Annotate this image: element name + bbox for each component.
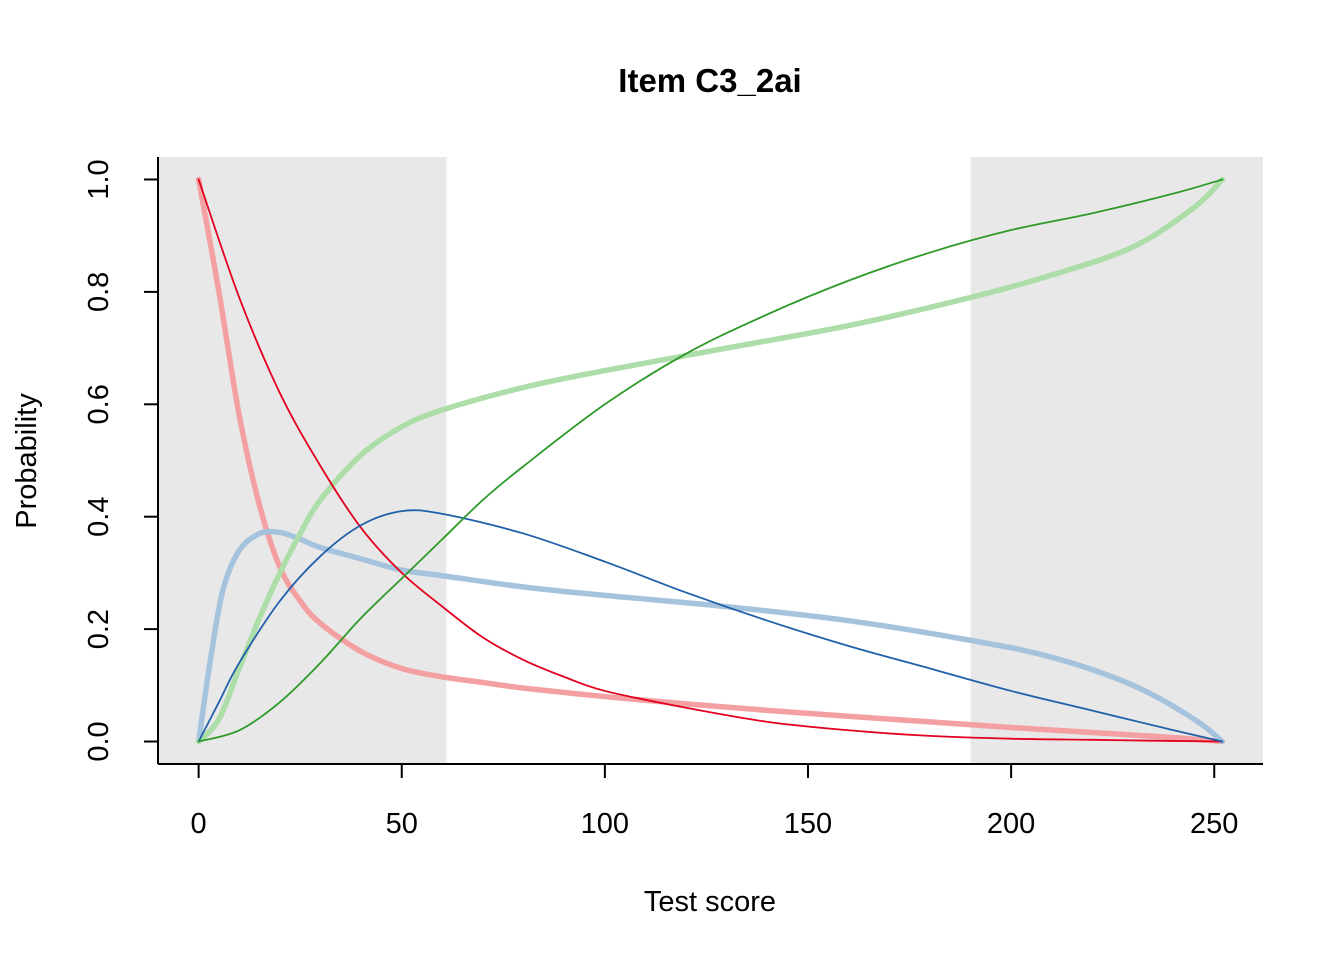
x-tick-label: 150 [784,808,832,840]
x-tick-label: 50 [386,808,418,840]
y-tick-label: 0.8 [83,272,115,312]
y-tick-label: 0.0 [83,721,115,761]
series-line-6 [197,178,1224,743]
series-lines [195,176,1226,745]
y-tick-label: 0.6 [83,384,115,424]
y-axis-ticks: 0.0 0.2 0.4 0.6 0.8 1.0 [83,159,158,762]
y-axis-label: Probability [11,393,43,529]
shaded-regions [158,157,1263,764]
y-tick-label: 0.4 [83,497,115,537]
y-tick-label: 0.2 [83,609,115,649]
x-tick-label: 0 [191,808,207,840]
x-tick-label: 100 [581,808,629,840]
series-line-2 [195,528,1226,745]
x-axis-ticks: 0 50 100 150 200 250 [191,764,1238,840]
shaded-region-1 [158,157,447,764]
x-tick-label: 200 [987,808,1035,840]
x-axis-label: Test score [644,886,776,918]
shaded-region-2 [970,157,1263,764]
series-line-5 [197,509,1224,743]
series-line-1 [195,176,1226,745]
y-tick-label: 1.0 [83,159,115,199]
chart-title: Item C3_2ai [618,62,801,99]
x-tick-label: 250 [1190,808,1238,840]
series-line-4 [197,178,1224,743]
series-line-3 [195,176,1226,745]
